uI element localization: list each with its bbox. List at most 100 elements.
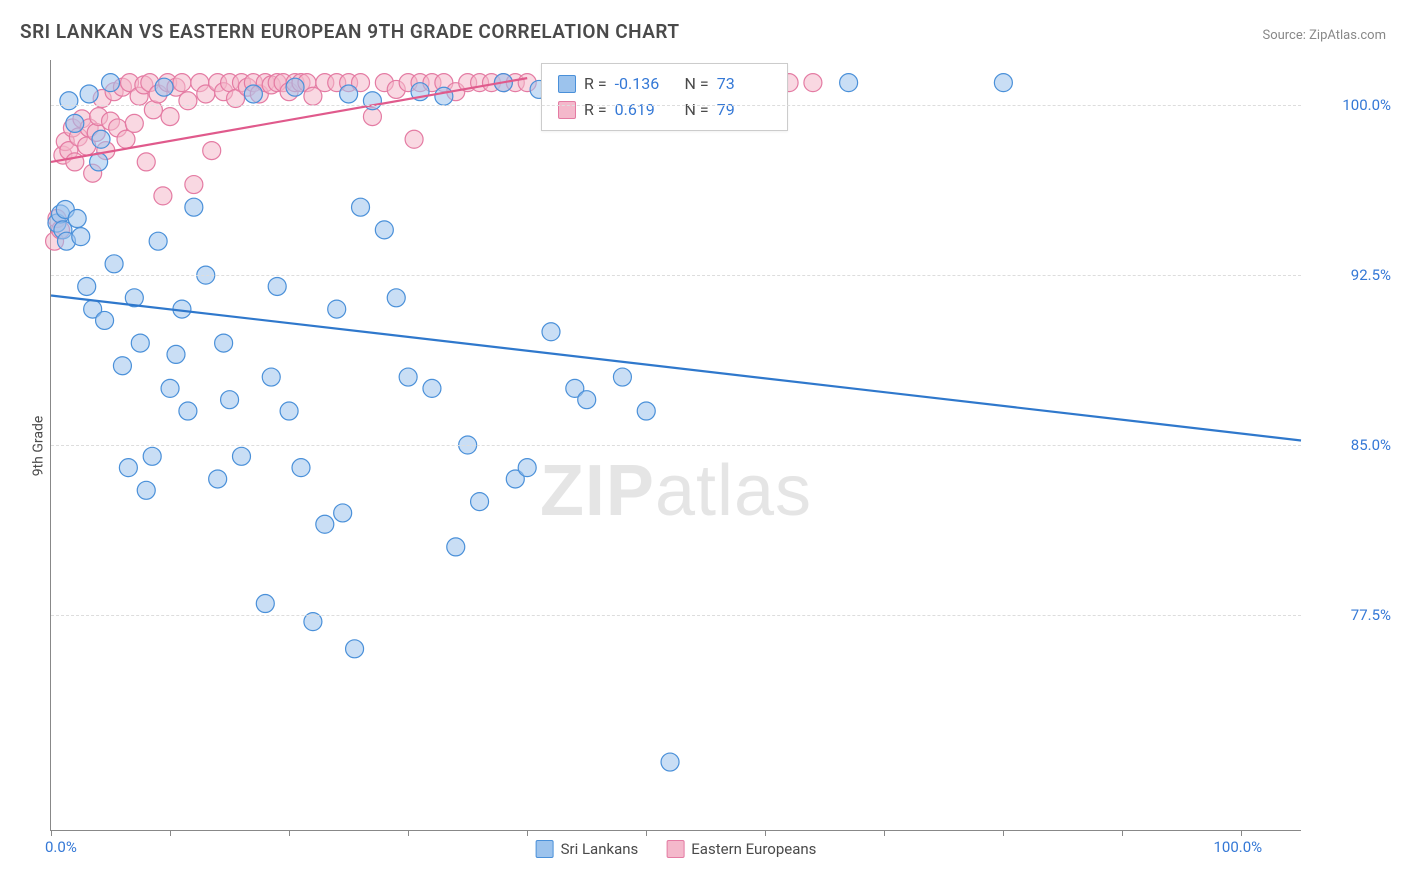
x-tick-label: 0.0% xyxy=(45,838,77,856)
data-point xyxy=(613,368,631,386)
data-point xyxy=(102,74,120,92)
data-point xyxy=(173,74,191,92)
x-tick xyxy=(884,830,885,836)
data-point xyxy=(72,228,90,246)
stat-label-N: N = xyxy=(677,71,709,97)
data-point xyxy=(80,85,98,103)
legend-label: Eastern Europeans xyxy=(691,840,816,858)
legend-item: Sri Lankans xyxy=(536,840,639,858)
data-point xyxy=(435,87,453,105)
x-tick xyxy=(408,830,409,836)
y-tick-label: 92.5% xyxy=(1351,266,1391,284)
data-point xyxy=(423,379,441,397)
data-point xyxy=(268,277,286,295)
data-point xyxy=(161,379,179,397)
data-point xyxy=(661,753,679,771)
data-point xyxy=(131,334,149,352)
x-tick xyxy=(51,830,52,836)
data-point xyxy=(137,153,155,171)
data-point xyxy=(125,114,143,132)
gridline-h xyxy=(51,615,1301,616)
stat-value-R: -0.136 xyxy=(615,71,669,97)
data-point xyxy=(262,368,280,386)
data-point xyxy=(167,345,185,363)
trend-line xyxy=(51,296,1301,441)
y-tick-label: 77.5% xyxy=(1351,606,1391,624)
data-point xyxy=(375,221,393,239)
x-tick xyxy=(1003,830,1004,836)
gridline-h xyxy=(51,105,1301,106)
data-point xyxy=(149,232,167,250)
data-point xyxy=(143,447,161,465)
data-point xyxy=(215,334,233,352)
data-point xyxy=(78,277,96,295)
stat-value-R: 0.619 xyxy=(615,97,669,123)
data-point xyxy=(60,92,78,110)
x-tick xyxy=(170,830,171,836)
chart-root: SRI LANKAN VS EASTERN EUROPEAN 9TH GRADE… xyxy=(0,0,1406,892)
chart-title: SRI LANKAN VS EASTERN EUROPEAN 9TH GRADE… xyxy=(20,20,680,43)
data-point xyxy=(232,447,250,465)
gridline-h xyxy=(51,445,1301,446)
legend-swatch xyxy=(536,840,554,858)
x-tick xyxy=(289,830,290,836)
stats-row: R = 0.619 N = 79 xyxy=(558,97,771,123)
data-point xyxy=(96,311,114,329)
data-point xyxy=(244,85,262,103)
x-tick xyxy=(1122,830,1123,836)
data-point xyxy=(203,142,221,160)
stat-label-R: R = xyxy=(584,97,607,123)
data-point xyxy=(137,481,155,499)
x-tick xyxy=(765,830,766,836)
legend-swatch xyxy=(558,101,576,119)
data-point xyxy=(144,101,162,119)
gridline-h xyxy=(51,275,1301,276)
data-point xyxy=(117,130,135,148)
data-point xyxy=(154,187,172,205)
y-axis-label: 9th Grade xyxy=(30,416,46,477)
legend-swatch xyxy=(558,75,576,93)
x-tick xyxy=(1241,830,1242,836)
data-point xyxy=(994,74,1012,92)
data-point xyxy=(292,459,310,477)
legend-bottom: Sri Lankans Eastern Europeans xyxy=(536,840,817,858)
data-point xyxy=(155,78,173,96)
data-point xyxy=(316,515,334,533)
data-point xyxy=(119,459,137,477)
stat-value-N: 79 xyxy=(717,97,771,123)
data-point xyxy=(637,402,655,420)
data-point xyxy=(399,368,417,386)
x-tick-label: 100.0% xyxy=(1213,838,1262,856)
stat-label-R: R = xyxy=(584,71,607,97)
legend-swatch xyxy=(666,840,684,858)
data-point xyxy=(387,289,405,307)
data-point xyxy=(66,114,84,132)
data-point xyxy=(328,300,346,318)
stat-value-N: 73 xyxy=(717,71,771,97)
data-point xyxy=(840,74,858,92)
data-point xyxy=(352,198,370,216)
source-label: Source: ZipAtlas.com xyxy=(1262,28,1386,43)
data-point xyxy=(346,640,364,658)
stat-label-N: N = xyxy=(677,97,709,123)
data-point xyxy=(286,78,304,96)
y-tick-label: 85.0% xyxy=(1351,436,1391,454)
x-tick xyxy=(527,830,528,836)
data-point xyxy=(68,210,86,228)
data-point xyxy=(447,538,465,556)
plot-area: ZIPatlas R =-0.136 N =73R =0.619 N =79 S… xyxy=(50,60,1301,831)
legend-item: Eastern Europeans xyxy=(666,840,816,858)
data-point xyxy=(161,108,179,126)
data-point xyxy=(179,402,197,420)
data-point xyxy=(518,459,536,477)
data-point xyxy=(185,198,203,216)
data-point xyxy=(209,470,227,488)
data-point xyxy=(113,357,131,375)
data-point xyxy=(804,74,822,92)
data-point xyxy=(92,130,110,148)
data-point xyxy=(179,92,197,110)
data-point xyxy=(221,391,239,409)
stats-row: R = -0.136 N = 73 xyxy=(558,71,771,97)
stats-legend-box: R = -0.136 N = 73 R = 0.619 N = 79 xyxy=(541,63,788,131)
data-point xyxy=(280,402,298,420)
